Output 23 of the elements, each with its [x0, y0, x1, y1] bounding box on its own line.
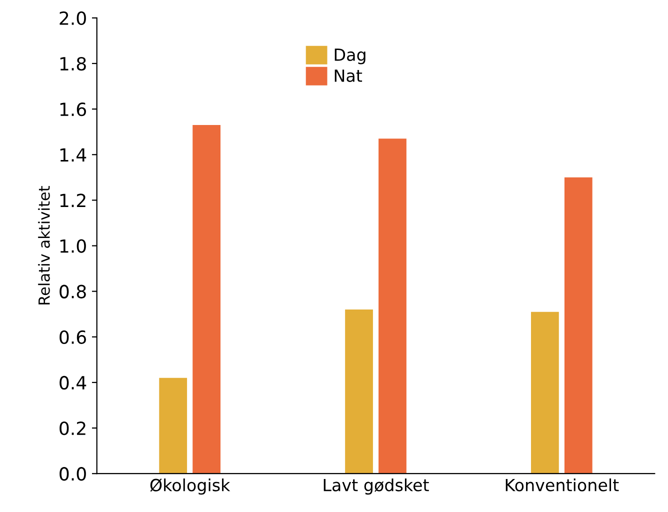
y-tick-label: 1.8 [60, 56, 86, 71]
y-tick-label: 1.4 [60, 148, 86, 162]
x-tick-label: Økologisk [150, 478, 230, 495]
y-tick-label: 1.0 [60, 239, 86, 253]
x-tick-label: Lavt gødsket [324, 478, 429, 495]
y-tick-label: 0.4 [60, 376, 86, 390]
y-axis-title: Relativ aktivitet [38, 186, 50, 304]
y-tick-label: 0.2 [60, 421, 86, 436]
bar [564, 177, 592, 474]
y-tick-label: 2.0 [60, 11, 86, 26]
y-tick-label: 0.0 [60, 467, 86, 481]
bar [345, 310, 373, 474]
bar [192, 125, 220, 474]
bar [159, 378, 188, 474]
legend-label: Nat [334, 70, 362, 82]
y-tick-label: 0.6 [60, 330, 86, 344]
legend-label: Dag [334, 48, 366, 64]
y-tick-label: 1.6 [60, 102, 86, 116]
y-tick-label: 1.2 [60, 194, 86, 208]
y-tick-label: 0.8 [60, 284, 86, 298]
bar [378, 138, 406, 474]
x-tick-label: Konventionelt [506, 478, 619, 492]
bar [531, 312, 559, 474]
